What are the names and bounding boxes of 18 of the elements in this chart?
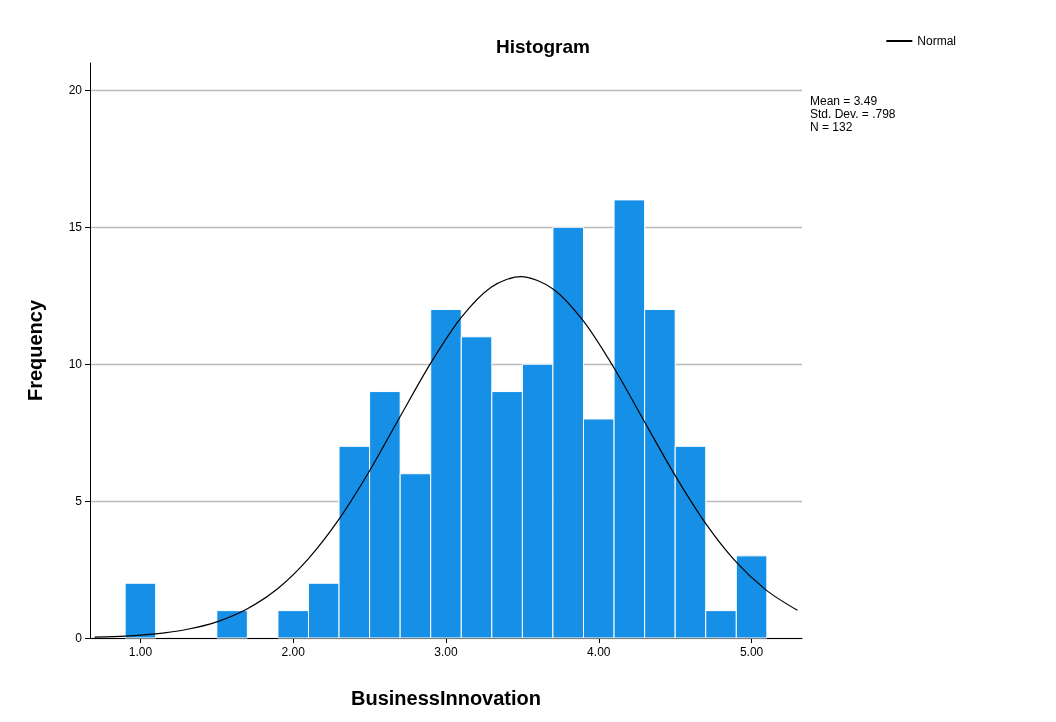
text: N = 132	[810, 120, 853, 134]
x-tick-label: 2.00	[281, 645, 306, 659]
legend-label: Normal	[917, 34, 956, 48]
x-tick-label: 4.00	[587, 645, 611, 659]
x-tick-label: 1.00	[128, 645, 153, 659]
text: Mean = 3.49	[810, 94, 878, 108]
y-tick-label: 10	[68, 357, 83, 372]
y-tick-label: 15	[68, 220, 83, 235]
line-series	[93, 275, 799, 638]
y-axis-title: Frequency	[24, 299, 46, 402]
x-tick-label: 3.00	[434, 645, 458, 659]
x-tick-label: 5.00	[739, 645, 764, 659]
x-axis-title: BusinessInnovation	[350, 687, 542, 709]
chart-title: Histogram	[496, 36, 590, 57]
y-tick-label: 5	[75, 494, 83, 509]
y-tick-label: 0	[75, 631, 83, 645]
text: Std. Dev. = .798	[810, 107, 896, 121]
y-tick-label: 20	[68, 83, 83, 98]
